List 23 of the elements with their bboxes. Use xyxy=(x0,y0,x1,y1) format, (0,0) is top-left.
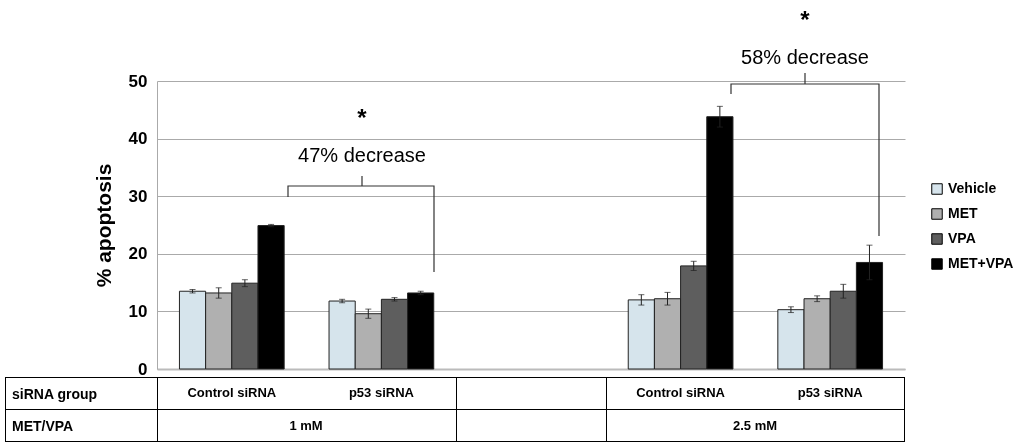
legend-label: Vehicle xyxy=(948,180,997,196)
annotation: * xyxy=(357,104,368,131)
y-tick-label: 0 xyxy=(138,359,148,379)
text: 58% decrease xyxy=(741,46,869,68)
text: 2.5 mM xyxy=(732,418,778,433)
annotation: 47% decrease xyxy=(298,144,426,166)
y-tick-label: 10 xyxy=(128,301,148,321)
text: siRNA group xyxy=(12,386,98,402)
text: * xyxy=(800,6,811,33)
legend-label: MET+VPA xyxy=(948,255,1014,271)
y-tick-label: 50 xyxy=(128,71,148,91)
text: 1 mM xyxy=(289,418,323,433)
x-tick-label: p53 siRNA xyxy=(797,384,864,400)
y-tick-label: 30 xyxy=(128,186,148,206)
y-tick-label: 20 xyxy=(128,244,148,264)
y-axis-title: % apoptosis xyxy=(91,163,115,288)
x-tick-label: Control siRNA xyxy=(187,384,277,400)
x-tick-label: Control siRNA xyxy=(636,384,726,400)
legend-label: MET xyxy=(948,205,978,221)
legend-label: VPA xyxy=(948,230,976,246)
x-tick-label: p53 siRNA xyxy=(348,384,415,400)
y-tick-label: 40 xyxy=(128,129,148,149)
text: MET/VPA xyxy=(12,418,74,434)
